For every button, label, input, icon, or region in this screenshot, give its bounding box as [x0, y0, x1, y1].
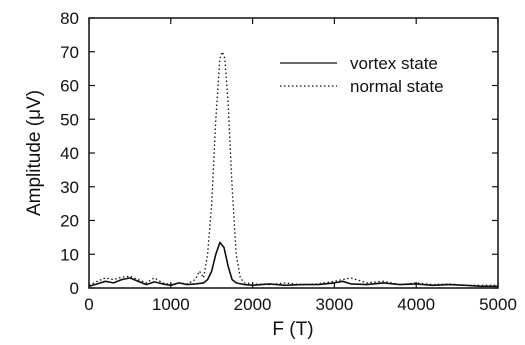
- x-tick-label: 0: [84, 295, 93, 314]
- y-axis-label: Amplitude (μV): [24, 90, 45, 216]
- y-tick-label: 80: [60, 9, 79, 28]
- legend-label-normal-state: normal state: [350, 77, 444, 96]
- y-tick-label: 20: [60, 212, 79, 231]
- series-lines: [88, 51, 498, 288]
- y-tick-label: 10: [60, 245, 79, 264]
- tick-labels: 0 1000 2000 3000 4000 5000 0 10 20 30 40 50 60 70 80: [60, 9, 517, 314]
- legend-label-vortex-state: vortex state: [350, 54, 438, 73]
- x-tick-label: 3000: [315, 295, 353, 314]
- y-tick-label: 40: [60, 144, 79, 163]
- y-tick-label: 60: [60, 77, 79, 96]
- legend: vortex state normal state: [280, 54, 444, 96]
- x-tick-label: 4000: [397, 295, 435, 314]
- x-tick-label: 1000: [152, 295, 190, 314]
- y-tick-label: 0: [70, 279, 79, 298]
- y-tick-label: 30: [60, 178, 79, 197]
- series-line-vortex-state: [88, 241, 498, 288]
- y-tick-label: 50: [60, 110, 79, 129]
- x-axis-label: F (T): [272, 319, 313, 340]
- y-tick-label: 70: [60, 43, 79, 62]
- x-tick-label: 2000: [234, 295, 272, 314]
- tick-marks: [88, 17, 499, 289]
- x-tick-label: 5000: [479, 295, 517, 314]
